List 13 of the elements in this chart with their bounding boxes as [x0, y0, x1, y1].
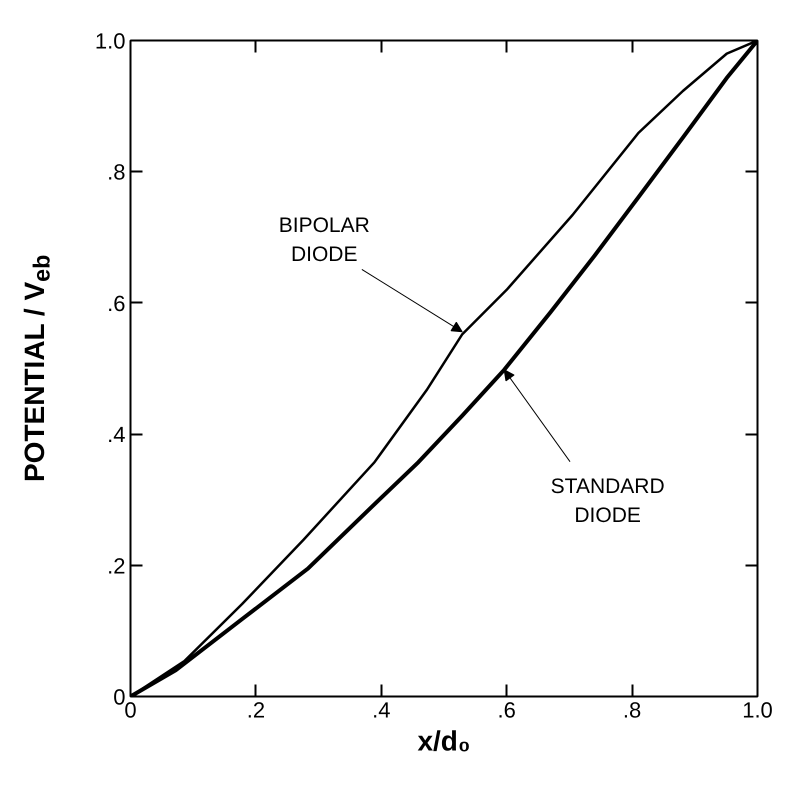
y-tick-label: .8	[107, 160, 126, 185]
x-tick-label: .2	[246, 698, 266, 722]
y-tick-label: .6	[107, 290, 126, 316]
y-tick-label: 1.0	[94, 28, 126, 54]
annotation: BIPOLAR DIODE	[278, 214, 370, 266]
annotation: STANDARD DIODE	[550, 475, 665, 527]
x-tick-label: .4	[372, 698, 390, 722]
y-tick-label: .2	[107, 553, 126, 578]
y-tick-label: .4	[107, 422, 126, 448]
x-axis-title: x/d₀	[417, 726, 471, 756]
x-tick-label: .6	[498, 698, 516, 722]
x-tick-label: .8	[622, 698, 642, 722]
x-tick-label: 1.0	[742, 698, 773, 722]
